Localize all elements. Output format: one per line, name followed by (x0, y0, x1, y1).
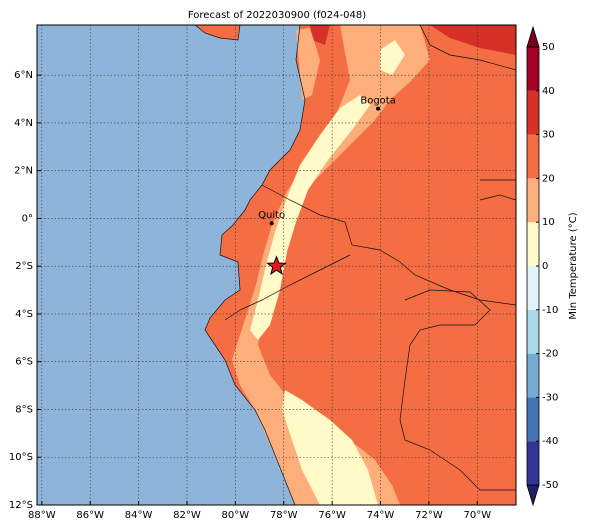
warm-band (430, 25, 516, 55)
y-tick-label: 0° (22, 213, 33, 224)
map-frame (36, 24, 517, 506)
city-label: Quito (258, 210, 285, 221)
y-tick-label: 2°N (14, 166, 33, 177)
y-tick-label: 4°S (15, 309, 33, 320)
land (195, 25, 240, 40)
colorbar-tick-label: -50 (542, 480, 558, 491)
colorbar-tick-label: 40 (542, 86, 555, 97)
y-tick-label: 6°N (14, 70, 33, 81)
colorbar-segment (527, 47, 539, 91)
x-tick-label: 70°W (463, 510, 491, 521)
colorbar-segment (527, 90, 539, 135)
x-tick-label: 74°W (367, 510, 395, 521)
coastline (194, 25, 306, 505)
cool-band (296, 28, 320, 100)
mild-core (282, 390, 378, 505)
y-tick-label: 10°S (9, 452, 33, 463)
colorbar-segment (527, 266, 539, 310)
title: Forecast of 2022030900 (f024-048) (188, 10, 366, 21)
x-tick-label: 80°W (222, 510, 250, 521)
city-dot (376, 106, 381, 111)
y-tick-label: 12°S (9, 500, 33, 511)
colorbar-tick-label: -20 (542, 349, 558, 360)
mild-core (250, 95, 370, 340)
x-tick-label: 72°W (415, 510, 443, 521)
x-tick-label: 84°W (125, 510, 153, 521)
colorbar-tick-label: 0 (542, 261, 548, 272)
y-tick-label: 2°S (15, 261, 33, 272)
colorbar-segment (527, 353, 539, 398)
city-label: Bogota (360, 96, 396, 107)
x-tick-label: 82°W (173, 510, 201, 521)
colorbar-tick-label: -30 (542, 392, 558, 403)
x-tick-label: 78°W (270, 510, 298, 521)
y-tick-label: 6°S (15, 357, 33, 368)
city-dot (269, 221, 274, 226)
colorbar-segment (527, 222, 539, 266)
land (205, 25, 516, 505)
x-tick-label: 86°W (76, 510, 104, 521)
country-border (224, 25, 516, 491)
mild-core (380, 40, 405, 75)
map-area (37, 25, 516, 505)
colorbar-over (526, 25, 540, 48)
colorbar-tick-label: 10 (542, 217, 555, 228)
colorbar-segment (527, 309, 539, 354)
colorbar-segment (527, 178, 539, 223)
colorbar-segment (527, 134, 539, 179)
x-tick-label: 88°W (28, 510, 56, 521)
y-tick-label: 8°S (15, 404, 33, 415)
colorbar-label: Min Temperature (°C) (568, 212, 579, 319)
x-tick-label: 76°W (318, 510, 346, 521)
colorbar-segment (527, 397, 539, 442)
colorbar-tick-label: 30 (542, 130, 555, 141)
y-tick-label: 4°N (14, 118, 33, 129)
colorbar-segment (527, 441, 539, 485)
colorbar-under (526, 484, 540, 507)
colorbar-tick-label: 50 (542, 42, 555, 53)
location-star (266, 255, 287, 276)
colorbar-tick-label: -40 (542, 436, 558, 447)
colorbar-tick-label: 20 (542, 173, 555, 184)
warm-band (310, 25, 330, 45)
colorbar-tick-label: -10 (542, 305, 558, 316)
